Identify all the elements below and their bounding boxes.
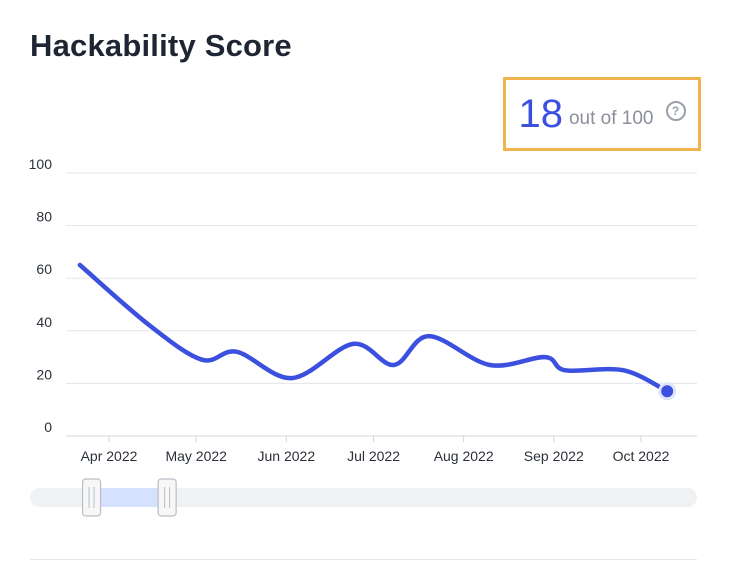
range-slider-selection[interactable] — [91, 488, 168, 507]
score-scale-label: out of 100 — [568, 108, 654, 129]
x-tick-label: Jun 2022 — [258, 448, 316, 464]
y-tick-label: 80 — [36, 209, 52, 225]
x-tick-label: Sep 2022 — [524, 448, 584, 464]
x-tick-label: Oct 2022 — [613, 448, 670, 464]
help-icon[interactable]: ? — [665, 101, 686, 121]
y-tick-label: 60 — [36, 261, 52, 277]
range-slider-track[interactable] — [30, 488, 697, 507]
score-summary: 18 out of 100 ? — [503, 77, 701, 151]
x-tick-label: May 2022 — [165, 448, 227, 464]
x-tick-label: Jul 2022 — [347, 448, 400, 464]
divider — [30, 559, 697, 560]
range-slider-left-handle[interactable] — [81, 478, 102, 517]
data-point[interactable] — [661, 385, 674, 398]
range-slider-right-handle[interactable] — [157, 478, 177, 517]
x-tick-label: Apr 2022 — [81, 448, 138, 464]
series-line — [77, 262, 670, 394]
page-title: Hackability Score — [30, 28, 292, 63]
y-tick-label: 100 — [29, 156, 53, 172]
score-value: 18 — [518, 92, 563, 136]
y-tick-label: 20 — [36, 366, 52, 382]
y-tick-label: 0 — [44, 419, 52, 435]
x-tick-label: Aug 2022 — [434, 448, 494, 464]
y-tick-label: 40 — [36, 314, 52, 330]
